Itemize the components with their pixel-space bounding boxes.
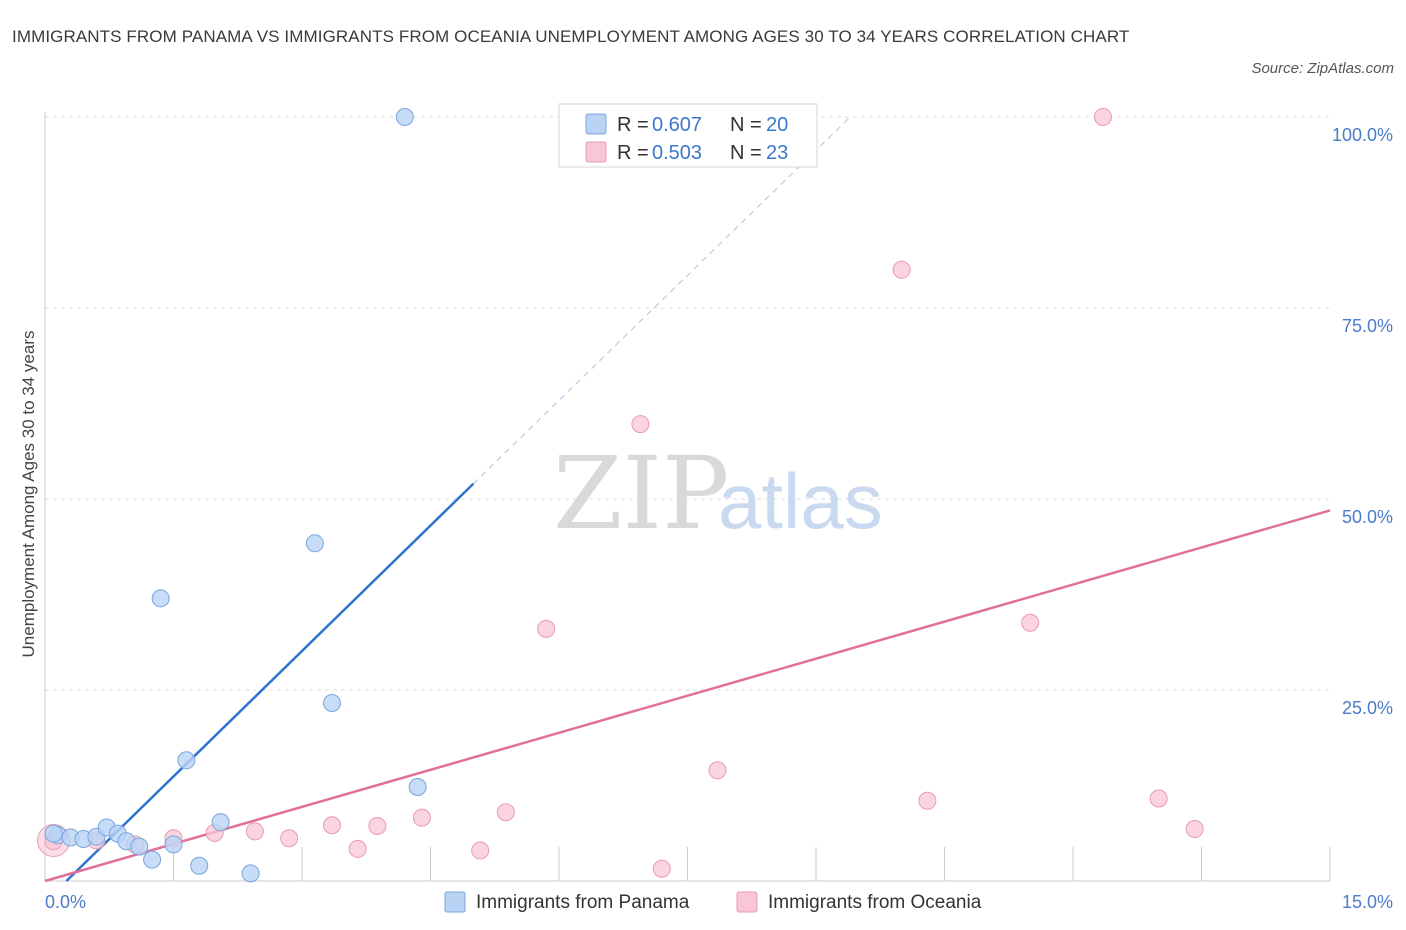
legend-swatch-oceania	[585, 141, 607, 163]
panama-point-12	[190, 856, 209, 875]
legend-n-panama: 20	[766, 114, 788, 136]
chart-title: IMMIGRANTS FROM PANAMA VS IMMIGRANTS FRO…	[12, 27, 1130, 46]
panama-point-7	[130, 837, 149, 856]
legend-r-label-oceania: R =	[617, 142, 649, 164]
oceania-point-16	[708, 761, 727, 780]
panama-point-18	[408, 778, 427, 797]
bottom-legend-panama: Immigrants from Panama	[476, 892, 690, 913]
panama-point-9	[151, 589, 170, 608]
watermark-atlas: atlas	[718, 457, 883, 545]
oceania-point-17	[892, 260, 911, 279]
y-tick-label-25: 25.0%	[1342, 698, 1393, 718]
legend-r-oceania: 0.503	[652, 142, 702, 164]
oceania-point-6	[280, 829, 299, 848]
panama-points	[44, 108, 427, 883]
axes	[44, 112, 1331, 882]
legend-r-panama: 0.607	[652, 114, 702, 136]
oceania-point-9	[368, 816, 387, 835]
oceania-point-10	[412, 808, 431, 827]
y-axis-label: Unemployment Among Ages 30 to 34 years	[19, 331, 38, 658]
panama-point-17	[395, 108, 414, 126]
oceania-point-13	[537, 619, 556, 638]
oceania-point-8	[348, 839, 367, 858]
oceania-point-11	[471, 841, 490, 860]
bottom-legend-swatch-panama	[444, 891, 466, 913]
oceania-point-15	[652, 859, 671, 878]
oceania-point-19	[1021, 613, 1040, 632]
panama-point-16	[322, 693, 341, 712]
oceania-point-12	[496, 803, 515, 822]
panama-point-14	[241, 864, 260, 883]
oceania-point-20	[1093, 108, 1112, 126]
panama-point-11	[177, 751, 196, 770]
legend: R = 0.607 N = 20 R = 0.503 N = 23	[558, 103, 818, 168]
bottom-legend-oceania: Immigrants from Oceania	[768, 892, 982, 913]
panama-point-8	[143, 850, 162, 869]
panama-point-19	[44, 824, 63, 843]
panama-trend-extension	[472, 116, 851, 485]
y-tick-label-50: 50.0%	[1342, 507, 1393, 527]
trend-lines	[44, 116, 1331, 883]
bottom-legend-swatch-oceania	[736, 891, 758, 913]
oceania-point-18	[918, 791, 937, 810]
panama-point-13	[211, 813, 230, 832]
panama-trend-line	[65, 482, 475, 882]
x-tick-min: 0.0%	[45, 892, 86, 912]
source-label: Source: ZipAtlas.com	[1251, 60, 1394, 77]
y-tick-label-100: 100.0%	[1332, 125, 1393, 145]
legend-swatch-panama	[585, 113, 607, 135]
y-tick-label-75: 75.0%	[1342, 316, 1393, 336]
oceania-trend-line	[44, 509, 1331, 883]
y-tick-labels: 25.0% 50.0% 75.0% 100.0%	[1332, 125, 1393, 718]
legend-r-label-panama: R =	[617, 114, 649, 136]
bottom-legend: Immigrants from Panama Immigrants from O…	[444, 891, 982, 913]
grid-lines	[45, 116, 1330, 691]
legend-n-oceania: 23	[766, 142, 788, 164]
panama-point-10	[164, 835, 183, 854]
oceania-point-21	[1149, 789, 1168, 808]
oceania-point-7	[322, 816, 341, 835]
watermark: ZIP atlas	[553, 435, 883, 552]
oceania-point-14	[631, 415, 650, 434]
watermark-zip: ZIP	[553, 435, 729, 552]
legend-n-label-oceania: N =	[730, 142, 762, 164]
oceania-point-22	[1185, 820, 1204, 839]
legend-n-label-panama: N =	[730, 114, 762, 136]
x-tick-max: 15.0%	[1342, 892, 1393, 912]
panama-point-15	[305, 534, 324, 553]
oceania-point-5	[245, 822, 264, 841]
